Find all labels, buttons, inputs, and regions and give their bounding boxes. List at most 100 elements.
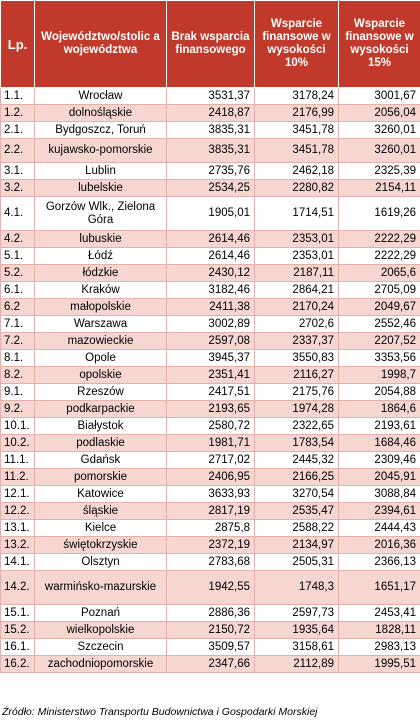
cell-support-10: 3550,83 [254,349,339,367]
cell-lp: 6.2 [0,298,35,316]
cell-support-10: 2337,37 [254,332,339,350]
cell-no-support: 3945,37 [166,349,255,367]
cell-lp: 3.2. [0,179,35,197]
table-row: 2.2. kujawsko-pomorskie 3835,31 3451,78 3260… [0,138,420,163]
cell-no-support: 2614,46 [166,247,255,265]
table-row: 5.1. Łódź 2614,46 2353,01 2222,29 [0,247,420,265]
cell-support-10: 2116,27 [254,366,339,384]
cell-support-10: 3158,61 [254,638,339,656]
cell-lp: 12.1. [0,485,35,503]
table-row: 1.2. dolnośląskie 2418,87 2176,99 2056,04 [0,104,420,122]
cell-support-15: 2193,61 [338,417,420,435]
cell-support-15: 2049,67 [338,298,420,316]
cell-no-support: 2875,8 [166,519,255,537]
cell-region: zachodniopomorskie [34,655,167,673]
cell-support-15: 3001,67 [338,87,420,105]
table-row: 6.2 małopolskie 2411,38 2170,24 2049,67 [0,298,420,316]
cell-region: podkarpackie [34,400,167,418]
cell-region: lubuskie [34,230,167,248]
cell-support-15: 2065,6 [338,264,420,282]
cell-lp: 11.1. [0,451,35,469]
table-row: 8.1. Opole 3945,37 3550,83 3353,56 [0,349,420,367]
cell-no-support: 2351,41 [166,366,255,384]
cell-region: małopolskie [34,298,167,316]
cell-lp: 4.1. [0,196,35,231]
cell-lp: 9.1. [0,383,35,401]
cell-support-15: 2394,61 [338,502,420,520]
table-row: 4.2. lubuskie 2614,46 2353,01 2222,29 [0,230,420,248]
cell-lp: 1.1. [0,87,35,105]
cell-support-10: 2445,32 [254,451,339,469]
cell-support-10: 2353,01 [254,230,339,248]
cell-no-support: 2406,95 [166,468,255,486]
cell-support-15: 1828,11 [338,621,420,639]
cell-support-15: 3088,84 [338,485,420,503]
cell-no-support: 3002,89 [166,315,255,333]
cell-region: mazowieckie [34,332,167,350]
cell-support-10: 2702,6 [254,315,339,333]
cell-lp: 5.2. [0,264,35,282]
cell-lp: 16.1. [0,638,35,656]
cell-lp: 10.1. [0,417,35,435]
cell-region: dolnośląskie [34,104,167,122]
cell-no-support: 2534,25 [166,179,255,197]
cell-no-support: 2597,08 [166,332,255,350]
cell-support-15: 3260,01 [338,121,420,139]
cell-support-15: 2325,39 [338,162,420,180]
cell-support-10: 2187,11 [254,264,339,282]
cell-lp: 13.1. [0,519,35,537]
cell-region: Opole [34,349,167,367]
cell-support-15: 2705,09 [338,281,420,299]
cell-no-support: 3531,37 [166,87,255,105]
cell-support-10: 2462,18 [254,162,339,180]
cell-support-15: 2045,91 [338,468,420,486]
table-row: 15.1. Poznań 2886,36 2597,73 2453,41 [0,604,420,622]
table-row: 14.2. warmińsko-mazurskie 1942,55 1748,3 165… [0,570,420,605]
table-row: 16.1. Szczecin 3509,57 3158,61 2983,13 [0,638,420,656]
cell-region: lubelskie [34,179,167,197]
cell-region: kujawsko-pomorskie [34,138,167,163]
cell-region: Rzeszów [34,383,167,401]
cell-lp: 2.1. [0,121,35,139]
table-row: 5.2. łódzkie 2430,12 2187,11 2065,6 [0,264,420,282]
cell-support-15: 1651,17 [338,570,420,605]
cell-no-support: 2783,68 [166,553,255,571]
table-row: 6.1. Kraków 3182,46 2864,21 2705,09 [0,281,420,299]
cell-support-10: 2166,25 [254,468,339,486]
table-row: 10.1. Białystok 2580,72 2322,65 2193,61 [0,417,420,435]
cell-support-10: 2353,01 [254,247,339,265]
table-row: 12.1. Katowice 3633,93 3270,54 3088,84 [0,485,420,503]
cell-support-15: 3353,56 [338,349,420,367]
table-row: 1.1. Wrocław 3531,37 3178,24 3001,67 [0,87,420,105]
cell-region: Warszawa [34,315,167,333]
cell-region: Białystok [34,417,167,435]
cell-support-10: 2175,76 [254,383,339,401]
cell-no-support: 2580,72 [166,417,255,435]
cell-no-support: 3835,31 [166,138,255,163]
cell-support-10: 3178,24 [254,87,339,105]
table-body: 1.1. Wrocław 3531,37 3178,24 3001,67 1.2. doln… [0,87,420,673]
cell-support-15: 2983,13 [338,638,420,656]
cell-no-support: 3633,93 [166,485,255,503]
cell-support-15: 1684,46 [338,434,420,452]
cell-support-10: 1714,51 [254,196,339,231]
cell-region: śląskie [34,502,167,520]
cell-region: Lublin [34,162,167,180]
cell-lp: 8.2. [0,366,35,384]
table-row: 10.2. podlaskie 1981,71 1783,54 1684,46 [0,434,420,452]
cell-support-15: 2222,29 [338,247,420,265]
cell-support-10: 2170,24 [254,298,339,316]
cell-support-15: 1998,7 [338,366,420,384]
cell-region: wielkopolskie [34,621,167,639]
cell-support-10: 2535,47 [254,502,339,520]
cell-region: Gorzów Wlk., Zielona Góra [34,196,167,231]
cell-no-support: 3509,57 [166,638,255,656]
support-table: Lp. Województwo/stolic a województwa Bra… [0,0,420,673]
cell-support-15: 1619,26 [338,196,420,231]
table-row: 16.2. zachodniopomorskie 2347,66 2112,89 199… [0,655,420,673]
cell-no-support: 2817,19 [166,502,255,520]
cell-lp: 14.1. [0,553,35,571]
cell-no-support: 3835,31 [166,121,255,139]
cell-no-support: 1905,01 [166,196,255,231]
